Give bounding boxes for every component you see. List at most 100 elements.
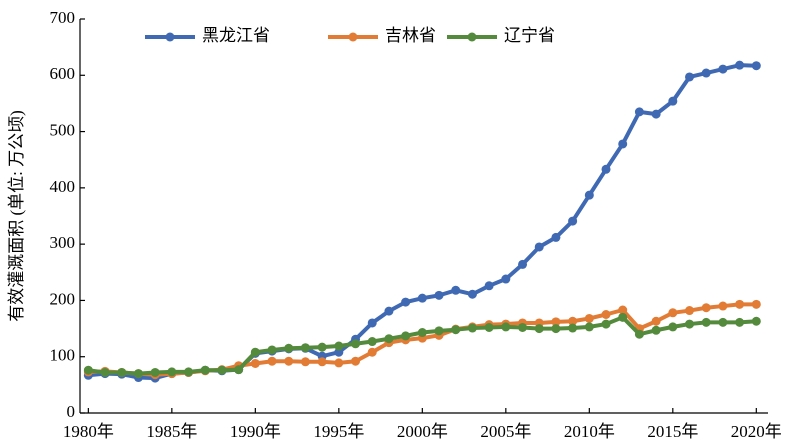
point (601, 310, 611, 319)
point (317, 342, 327, 352)
point (434, 326, 444, 336)
point (417, 328, 427, 338)
x-tick-label: 1980年 (63, 422, 114, 441)
point (484, 281, 494, 291)
point (718, 64, 728, 74)
point (451, 325, 461, 335)
x-tick-label: 2000年 (397, 422, 448, 441)
point (401, 297, 411, 307)
point (351, 356, 361, 366)
x-tick-label: 2010年 (564, 422, 615, 441)
point (334, 358, 344, 368)
point (668, 308, 678, 318)
series-line (88, 315, 757, 376)
y-axis-label: 有效灌溉面积 (单位: 万公顷) (7, 110, 26, 322)
point (217, 365, 227, 375)
point (317, 357, 327, 367)
point (751, 61, 761, 71)
point (751, 299, 761, 309)
point (568, 216, 578, 226)
x-tick-label: 1995年 (313, 422, 364, 441)
point (250, 358, 260, 368)
y-tick-label: 200 (50, 289, 76, 308)
point (601, 164, 611, 174)
point (618, 312, 628, 322)
legend-marker (165, 32, 175, 42)
point (584, 313, 594, 323)
point (534, 242, 544, 252)
point (584, 190, 594, 200)
point (735, 299, 745, 309)
point (518, 322, 528, 332)
point (334, 347, 344, 357)
point (200, 365, 210, 375)
point (634, 107, 644, 117)
point (300, 343, 310, 353)
point (518, 259, 528, 269)
point (267, 345, 277, 355)
point (451, 285, 461, 295)
point (618, 139, 628, 149)
legend-label: 辽宁省 (504, 26, 555, 45)
point (735, 60, 745, 70)
y-tick-label: 700 (50, 8, 76, 27)
point (367, 318, 377, 328)
point (100, 367, 110, 377)
point (751, 316, 761, 326)
legend-label: 吉林省 (385, 26, 436, 45)
point (551, 317, 561, 327)
point (284, 356, 294, 366)
point (551, 324, 561, 334)
legend-marker (348, 32, 358, 42)
x-tick-label: 1990年 (230, 422, 281, 441)
point (651, 316, 661, 326)
point (384, 306, 394, 316)
point (384, 334, 394, 344)
point (434, 290, 444, 300)
legend-label: 黑龙江省 (202, 26, 270, 45)
point (184, 367, 194, 377)
point (685, 72, 695, 82)
point (250, 347, 260, 357)
point (501, 322, 511, 332)
point (618, 305, 628, 315)
x-tick-label: 2005年 (480, 422, 531, 441)
y-tick-label: 500 (50, 120, 76, 139)
point (83, 365, 93, 375)
point (634, 329, 644, 339)
point (685, 319, 695, 329)
point (685, 306, 695, 316)
point (334, 341, 344, 351)
point (167, 367, 177, 377)
point (651, 325, 661, 335)
point (568, 323, 578, 333)
point (284, 343, 294, 353)
point (584, 322, 594, 332)
point (735, 317, 745, 327)
point (467, 289, 477, 299)
point (133, 369, 143, 379)
point (668, 322, 678, 332)
point (484, 322, 494, 332)
point (117, 367, 127, 377)
x-tick-label: 2020年 (731, 422, 782, 441)
point (668, 96, 678, 106)
y-tick-label: 100 (50, 346, 76, 365)
point (534, 324, 544, 334)
point (234, 365, 244, 375)
point (701, 317, 711, 327)
point (568, 316, 578, 326)
x-tick-label: 2015年 (647, 422, 698, 441)
point (467, 323, 477, 333)
point (417, 293, 427, 303)
point (367, 347, 377, 357)
point (501, 274, 511, 284)
y-tick-label: 0 (67, 402, 76, 421)
point (701, 68, 711, 78)
point (401, 331, 411, 341)
legend-marker (467, 32, 477, 42)
point (367, 337, 377, 347)
point (601, 319, 611, 329)
